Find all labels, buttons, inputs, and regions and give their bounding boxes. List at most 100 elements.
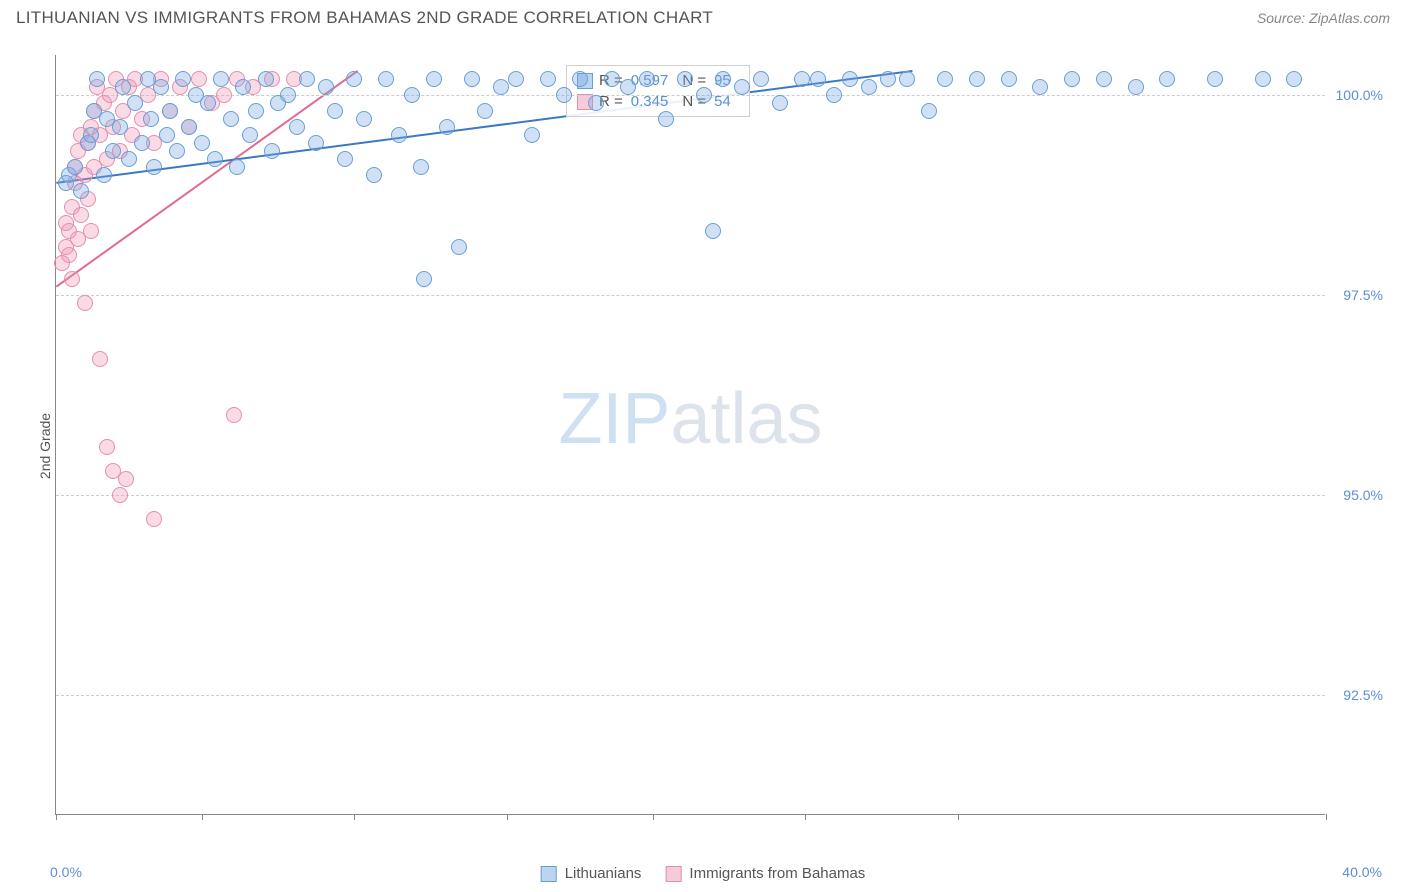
data-point-blue — [715, 71, 731, 87]
data-point-blue — [426, 71, 442, 87]
data-point-blue — [153, 79, 169, 95]
data-point-blue — [588, 95, 604, 111]
legend-swatch-blue-bottom — [541, 866, 557, 882]
y-tick-label: 100.0% — [1333, 87, 1383, 103]
data-point-blue — [880, 71, 896, 87]
data-point-pink — [77, 295, 93, 311]
data-point-blue — [477, 103, 493, 119]
watermark: ZIPatlas — [558, 378, 822, 460]
data-point-blue — [1032, 79, 1048, 95]
data-point-blue — [639, 71, 655, 87]
data-point-blue — [705, 223, 721, 239]
scatter-plot-area: ZIPatlas R = 0.597 N = 95 R = 0.345 N = … — [55, 55, 1325, 815]
legend-item-blue: Lithuanians — [541, 865, 642, 882]
data-point-blue — [861, 79, 877, 95]
data-point-blue — [112, 119, 128, 135]
x-tick — [958, 814, 959, 820]
data-point-blue — [181, 119, 197, 135]
data-point-blue — [556, 87, 572, 103]
data-point-blue — [937, 71, 953, 87]
data-point-blue — [169, 143, 185, 159]
data-point-pink — [99, 439, 115, 455]
data-point-blue — [464, 71, 480, 87]
data-point-blue — [308, 135, 324, 151]
data-point-blue — [391, 127, 407, 143]
data-point-blue — [921, 103, 937, 119]
data-point-blue — [121, 151, 137, 167]
data-point-blue — [658, 111, 674, 127]
data-point-blue — [299, 71, 315, 87]
data-point-blue — [899, 71, 915, 87]
x-tick — [56, 814, 57, 820]
data-point-blue — [200, 95, 216, 111]
gridline-h — [56, 95, 1325, 96]
data-point-pink — [146, 511, 162, 527]
y-tick-label: 95.0% — [1333, 487, 1383, 503]
data-point-blue — [207, 151, 223, 167]
data-point-pink — [83, 223, 99, 239]
y-tick-label: 97.5% — [1333, 287, 1383, 303]
data-point-blue — [810, 71, 826, 87]
data-point-blue — [826, 87, 842, 103]
data-point-pink — [112, 487, 128, 503]
legend-label-pink: Immigrants from Bahamas — [689, 865, 865, 882]
y-tick-label: 92.5% — [1333, 687, 1383, 703]
data-point-pink — [92, 351, 108, 367]
data-point-blue — [73, 183, 89, 199]
data-point-blue — [524, 127, 540, 143]
data-point-blue — [242, 127, 258, 143]
x-axis-min-label: 0.0% — [50, 864, 82, 880]
legend-item-pink: Immigrants from Bahamas — [665, 865, 865, 882]
x-axis-max-label: 40.0% — [1342, 864, 1382, 880]
data-point-blue — [134, 135, 150, 151]
x-tick — [354, 814, 355, 820]
data-point-blue — [1128, 79, 1144, 95]
watermark-bold: ZIP — [558, 379, 670, 459]
data-point-blue — [264, 143, 280, 159]
x-tick — [507, 814, 508, 820]
data-point-blue — [105, 143, 121, 159]
legend-swatch-pink-bottom — [665, 866, 681, 882]
x-tick — [805, 814, 806, 820]
data-point-blue — [115, 79, 131, 95]
data-point-blue — [356, 111, 372, 127]
data-point-blue — [404, 87, 420, 103]
watermark-light: atlas — [670, 379, 822, 459]
series-legend: Lithuanians Immigrants from Bahamas — [541, 865, 866, 882]
data-point-blue — [508, 71, 524, 87]
data-point-blue — [89, 71, 105, 87]
data-point-blue — [280, 87, 296, 103]
data-point-blue — [572, 71, 588, 87]
x-tick — [202, 814, 203, 820]
data-point-blue — [248, 103, 264, 119]
data-point-blue — [346, 71, 362, 87]
data-point-blue — [753, 71, 769, 87]
data-point-blue — [289, 119, 305, 135]
data-point-blue — [1286, 71, 1302, 87]
data-point-blue — [696, 87, 712, 103]
data-point-blue — [969, 71, 985, 87]
chart-title: LITHUANIAN VS IMMIGRANTS FROM BAHAMAS 2N… — [16, 8, 713, 28]
trend-lines-layer — [56, 55, 1325, 814]
data-point-blue — [235, 79, 251, 95]
data-point-blue — [318, 79, 334, 95]
data-point-pink — [73, 207, 89, 223]
data-point-blue — [213, 71, 229, 87]
data-point-blue — [327, 103, 343, 119]
data-point-blue — [540, 71, 556, 87]
data-point-pink — [191, 71, 207, 87]
source-attribution: Source: ZipAtlas.com — [1257, 10, 1390, 26]
data-point-pink — [61, 247, 77, 263]
gridline-h — [56, 695, 1325, 696]
data-point-blue — [127, 95, 143, 111]
data-point-blue — [96, 167, 112, 183]
gridline-h — [56, 295, 1325, 296]
data-point-pink — [216, 87, 232, 103]
data-point-blue — [1207, 71, 1223, 87]
data-point-blue — [1064, 71, 1080, 87]
data-point-blue — [451, 239, 467, 255]
data-point-blue — [416, 271, 432, 287]
data-point-blue — [772, 95, 788, 111]
y-axis-label: 2nd Grade — [37, 413, 53, 479]
x-tick — [1326, 814, 1327, 820]
